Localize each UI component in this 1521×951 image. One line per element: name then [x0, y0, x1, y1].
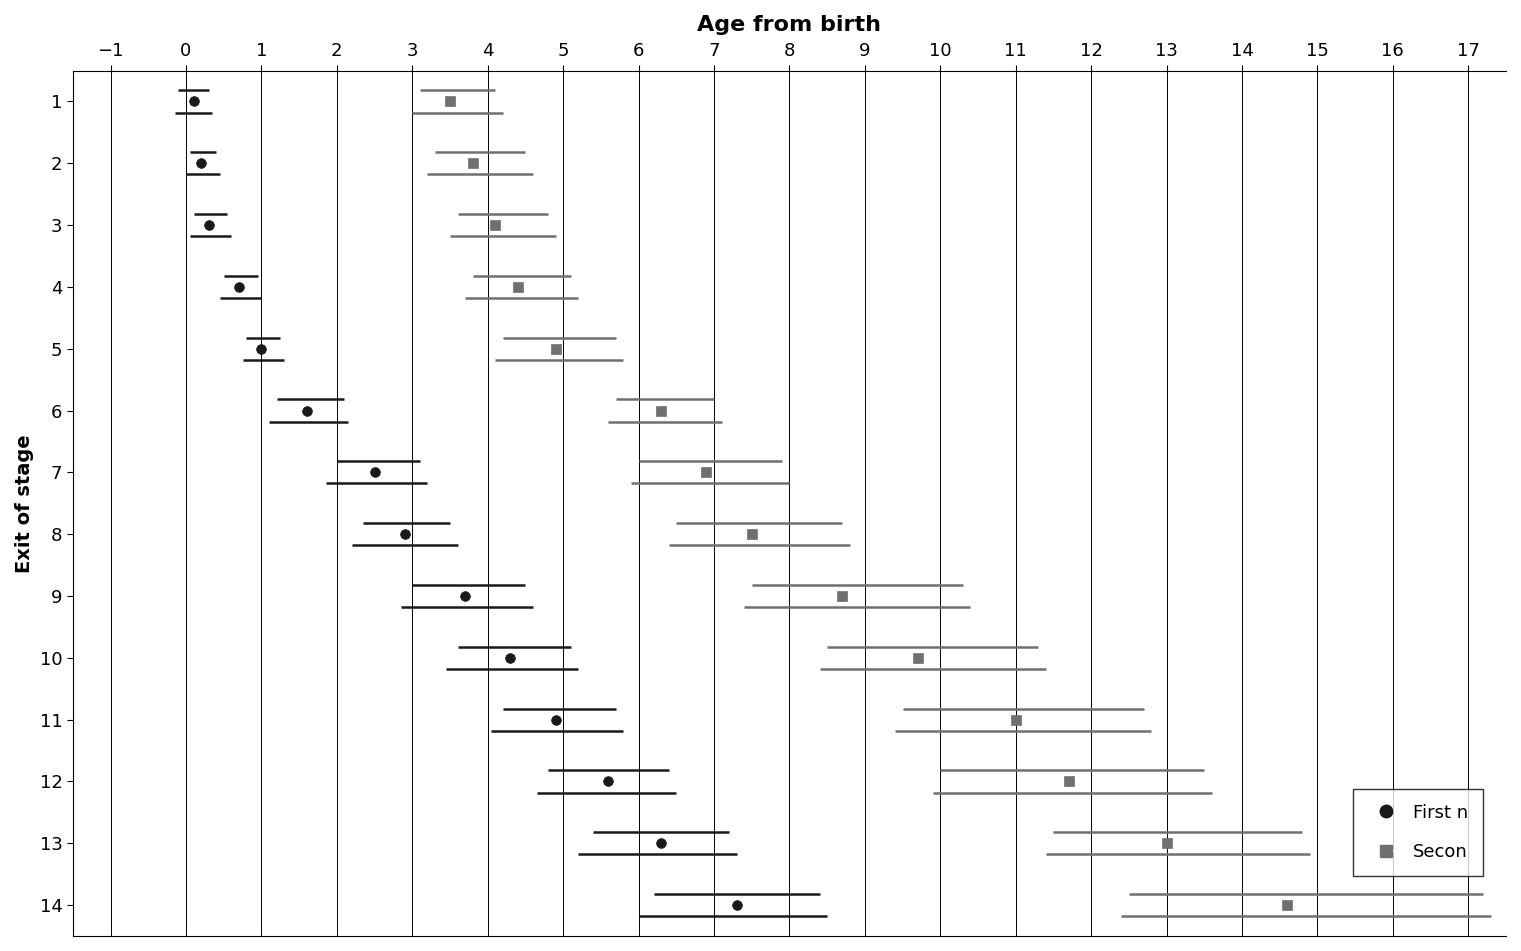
Y-axis label: Exit of stage: Exit of stage — [15, 434, 33, 573]
X-axis label: Age from birth: Age from birth — [698, 15, 882, 35]
Legend: First n, Secon: First n, Secon — [1354, 789, 1483, 876]
